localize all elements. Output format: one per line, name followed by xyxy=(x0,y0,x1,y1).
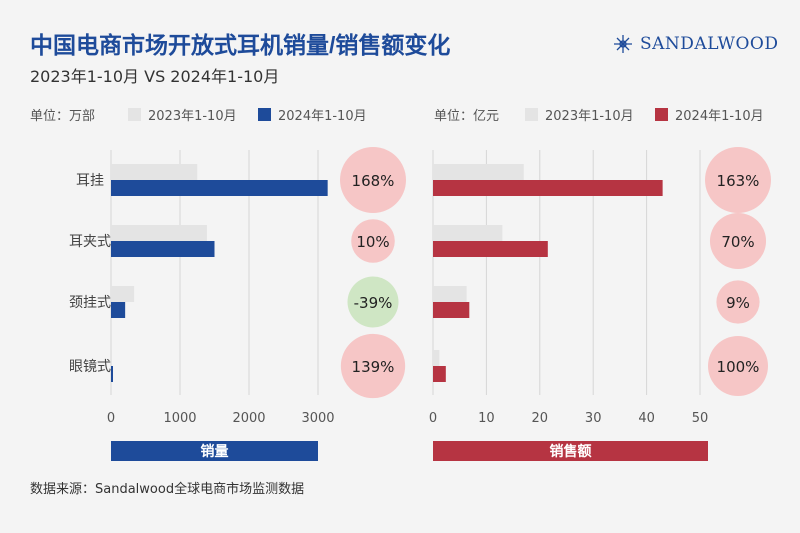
x-tick-label: 10 xyxy=(478,411,495,426)
x-tick-label: 0 xyxy=(107,411,115,426)
category-label: 眼镜式 xyxy=(69,359,111,375)
category-label: 耳夹式 xyxy=(69,234,111,250)
growth-label: 10% xyxy=(356,233,389,251)
category-label: 颈挂式 xyxy=(69,295,111,311)
bar-2024 xyxy=(111,180,328,196)
growth-badge xyxy=(351,219,395,263)
legend-label-2023: 2023年1-10月 xyxy=(545,109,634,124)
brand-name: SANDALWOOD xyxy=(640,34,779,54)
x-tick-label: 50 xyxy=(692,411,709,426)
growth-badge xyxy=(705,147,771,213)
source-note: 数据来源：Sandalwood全球电商市场监测数据 xyxy=(30,481,304,497)
growth-label: 163% xyxy=(717,172,760,190)
legend-label-2024: 2024年1-10月 xyxy=(675,109,764,124)
x-tick-label: 1000 xyxy=(163,411,196,426)
growth-badge xyxy=(340,333,406,399)
growth-label: 139% xyxy=(352,358,395,376)
x-tick-label: 2000 xyxy=(232,411,265,426)
growth-label: 168% xyxy=(352,172,395,190)
legend-label-2024: 2024年1-10月 xyxy=(278,109,367,124)
chart-subtitle: 2023年1-10月 VS 2024年1-10月 xyxy=(30,67,279,86)
metric-footer-bar xyxy=(111,441,318,461)
metric-footer-label: 销量 xyxy=(201,443,229,460)
legend-swatch-2024 xyxy=(655,108,668,121)
legend-swatch-2023 xyxy=(525,108,538,121)
brand-logo: SANDALWOOD xyxy=(612,33,779,55)
category-label: 耳挂 xyxy=(76,173,104,189)
x-tick-label: 40 xyxy=(638,411,655,426)
x-tick-label: 3000 xyxy=(301,411,334,426)
bar-2024 xyxy=(111,241,215,257)
growth-badge xyxy=(709,212,767,270)
growth-label: -39% xyxy=(354,294,393,312)
metric-footer-label: 销售额 xyxy=(550,443,592,460)
legend-label-2023: 2023年1-10月 xyxy=(148,109,237,124)
legend-swatch-2023 xyxy=(128,108,141,121)
growth-badge xyxy=(340,147,406,213)
growth-label: 100% xyxy=(717,358,760,376)
bar-2023 xyxy=(111,350,112,366)
bar-2023 xyxy=(433,225,503,241)
legend-swatch-2024 xyxy=(258,108,271,121)
bar-2023 xyxy=(433,350,440,366)
growth-badge xyxy=(716,280,760,324)
growth-label: 70% xyxy=(721,233,754,251)
unit-label: 单位：亿元 xyxy=(434,109,499,124)
bar-2023 xyxy=(433,286,467,302)
bar-2023 xyxy=(111,164,198,180)
growth-badge xyxy=(347,276,399,328)
bar-2023 xyxy=(433,164,524,180)
bar-2023 xyxy=(111,225,207,241)
bar-2024 xyxy=(433,241,548,257)
x-tick-label: 0 xyxy=(429,411,437,426)
chart-title: 中国电商市场开放式耳机销量/销售额变化 xyxy=(30,32,450,58)
x-tick-label: 20 xyxy=(532,411,549,426)
bar-2024 xyxy=(433,302,470,318)
unit-label: 单位：万部 xyxy=(30,109,95,124)
growth-label: 9% xyxy=(726,294,750,312)
growth-badge xyxy=(708,336,768,396)
bar-2024 xyxy=(433,180,663,196)
x-tick-label: 30 xyxy=(585,411,602,426)
sandalwood-logo-icon xyxy=(614,35,632,53)
bar-2024 xyxy=(111,302,126,318)
metric-footer-bar xyxy=(433,441,708,461)
bar-2024 xyxy=(111,366,113,382)
bar-2023 xyxy=(111,286,135,302)
bar-2024 xyxy=(433,366,446,382)
